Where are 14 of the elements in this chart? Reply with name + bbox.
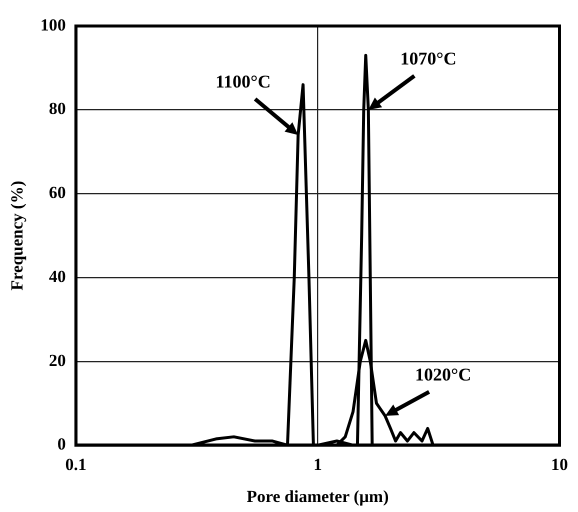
- annotation: 1070°C: [400, 48, 456, 68]
- x-axis-title: Pore diameter (μm): [246, 487, 389, 506]
- y-tick-label: 60: [48, 183, 66, 202]
- annotation: 1100°C: [216, 72, 271, 92]
- y-axis-title: Frequency (%): [8, 180, 27, 290]
- x-tick-label: 1: [313, 454, 322, 474]
- y-tick-label: 100: [40, 15, 66, 34]
- y-tick-label: 0: [57, 434, 66, 454]
- y-tick-label: 40: [48, 266, 66, 286]
- annotation: 1020°C: [415, 364, 472, 385]
- y-tick-label: 80: [48, 99, 66, 118]
- y-tick-label: 20: [48, 350, 66, 370]
- x-tick-label: 0.1: [65, 454, 87, 474]
- x-tick-label: 10: [551, 454, 568, 474]
